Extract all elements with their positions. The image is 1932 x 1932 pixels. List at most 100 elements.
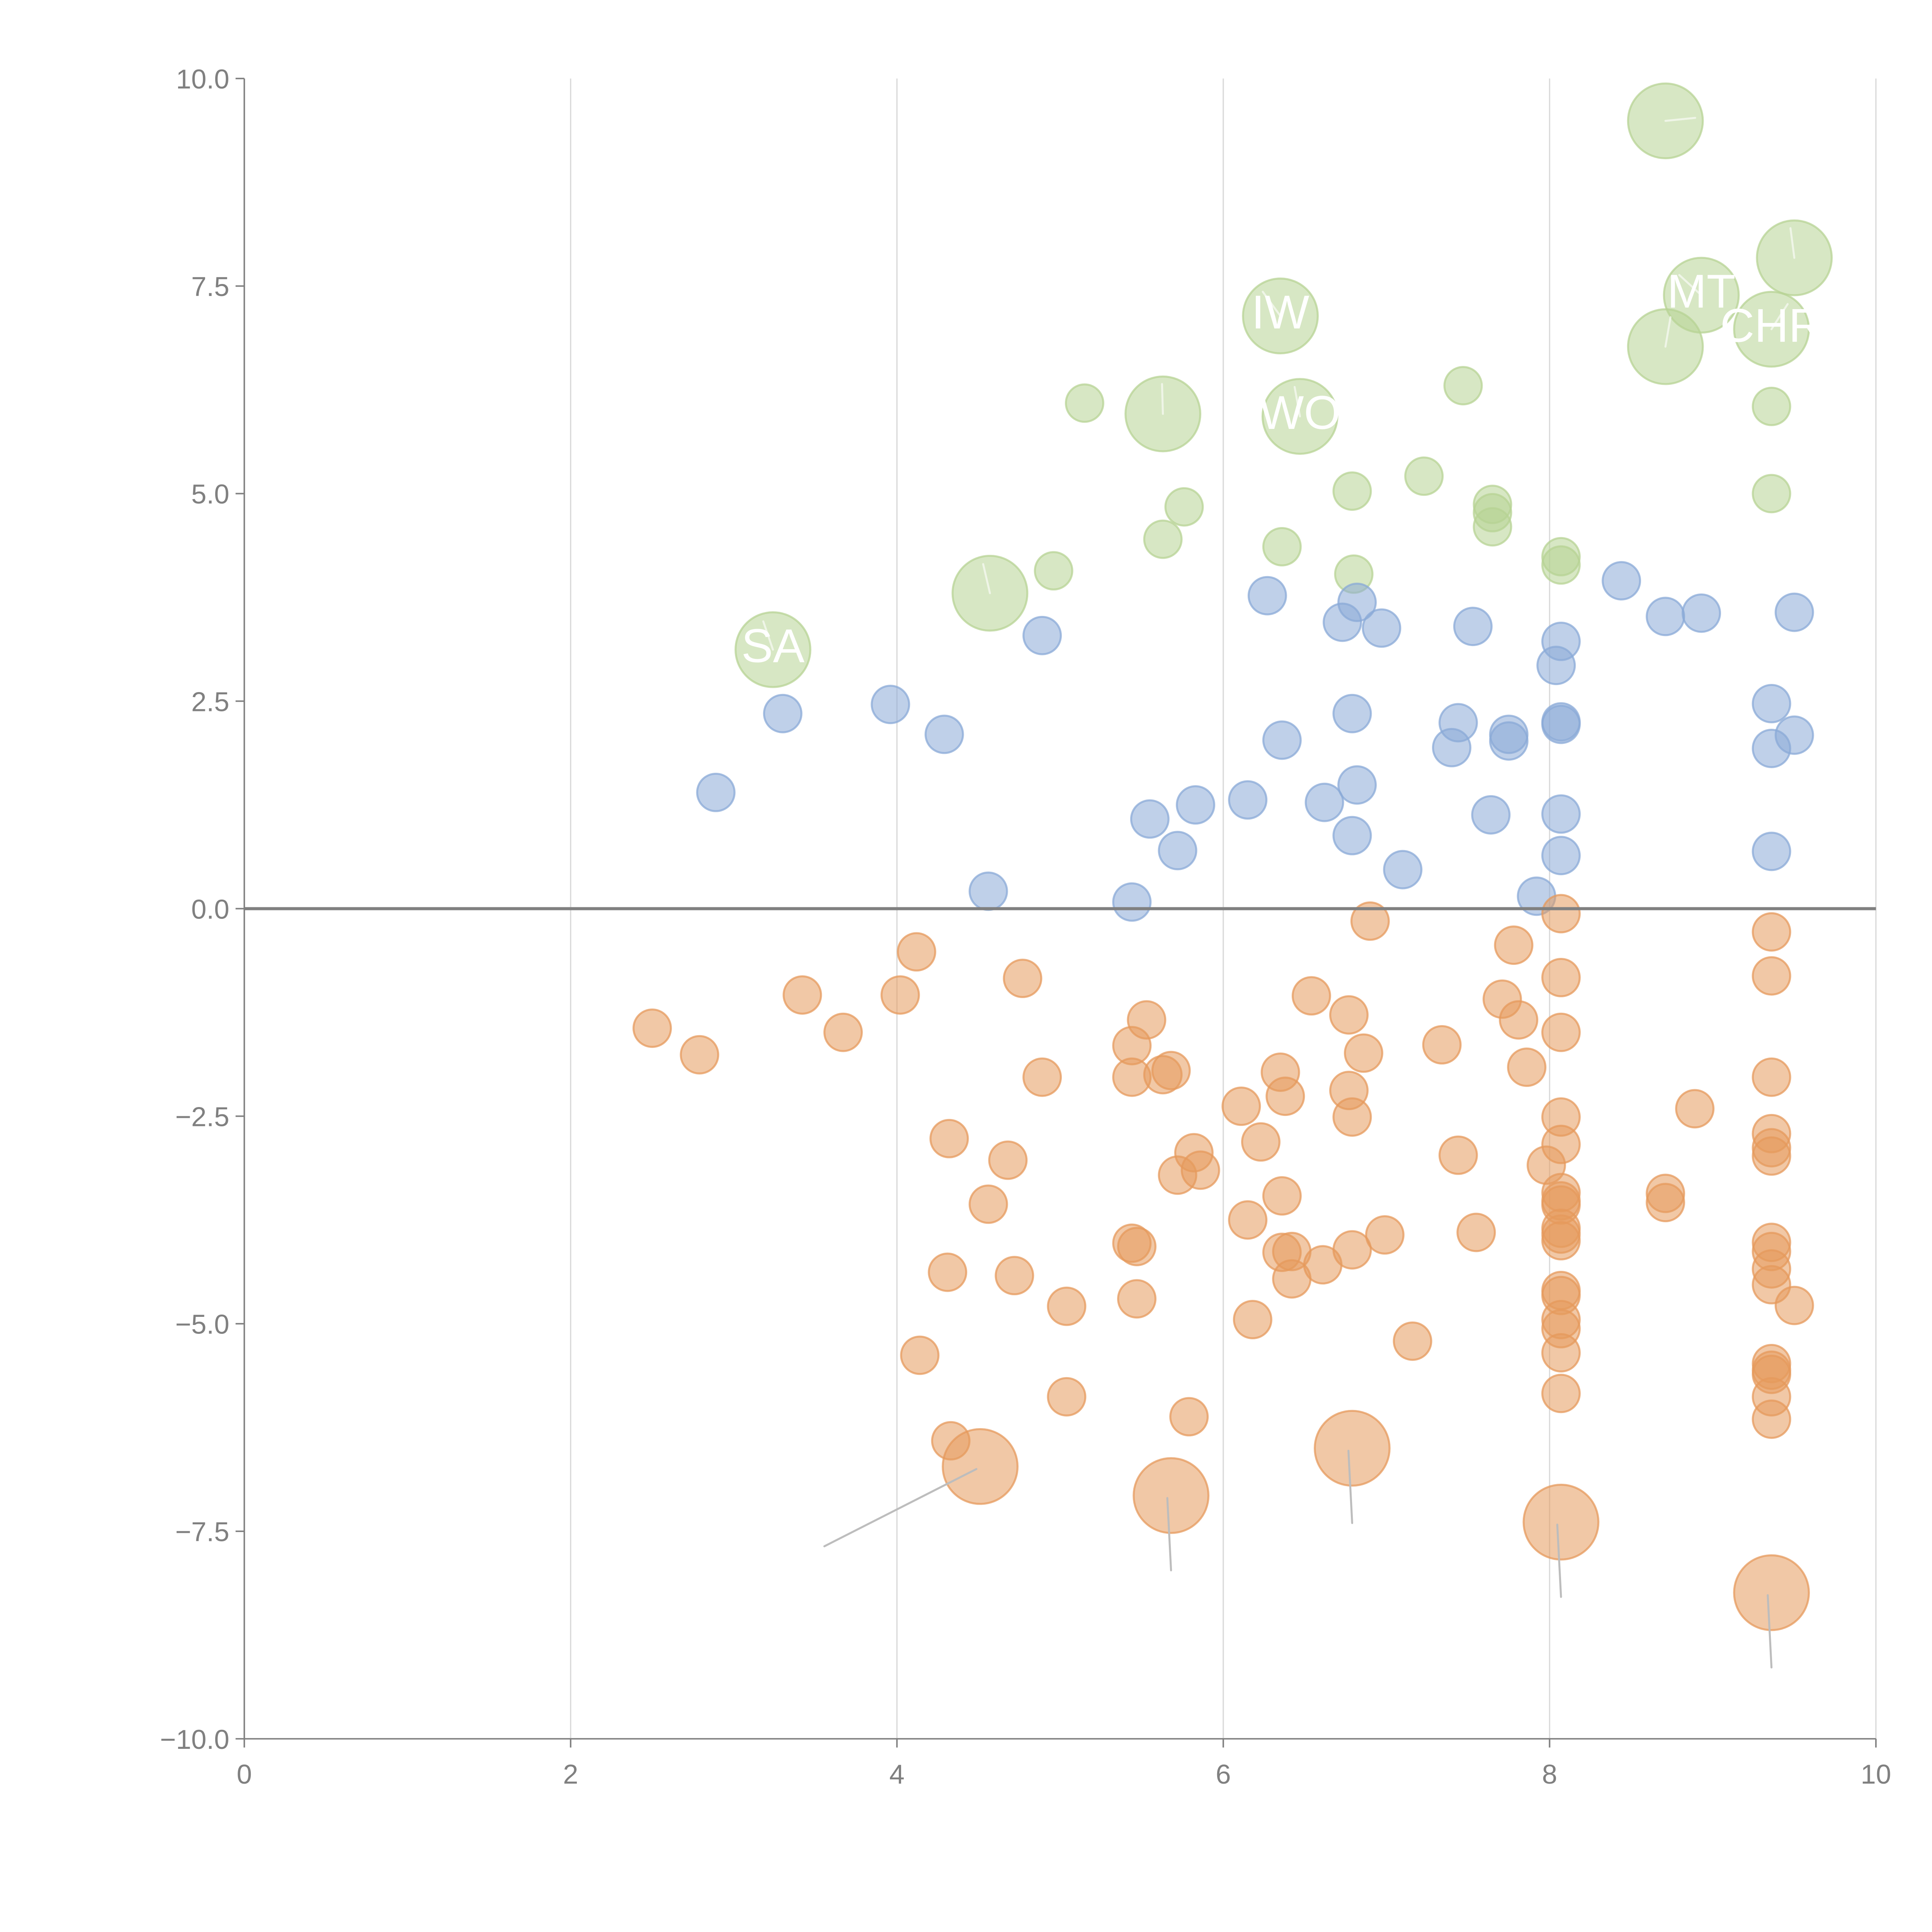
orange-data-point <box>1291 976 1331 1016</box>
orange-data-point <box>1541 957 1581 997</box>
orange-data-point <box>1675 1089 1715 1129</box>
point-label: IW <box>1252 286 1310 338</box>
orange-data-point <box>1507 1047 1547 1087</box>
blue-data-point <box>1362 608 1401 648</box>
blue-data-point <box>1541 836 1581 876</box>
orange-data-point <box>942 1428 1019 1505</box>
green-data-point <box>1752 474 1791 514</box>
blue-data-point <box>1646 597 1685 636</box>
y-tick-label: 5.0 <box>191 479 230 510</box>
blue-data-point <box>1602 561 1641 600</box>
orange-data-point <box>1262 1176 1302 1216</box>
orange-data-point <box>1314 1410 1391 1487</box>
blue-data-point <box>1247 576 1287 616</box>
orange-data-point <box>1438 1135 1478 1175</box>
leader-line <box>1262 291 1282 317</box>
orange-data-point <box>929 1119 969 1158</box>
blue-data-point <box>1332 816 1372 855</box>
leader-line <box>1347 1449 1353 1524</box>
y-tick-label: −10.0 <box>160 1725 230 1755</box>
green-data-point <box>1752 386 1791 426</box>
orange-data-point <box>782 975 822 1015</box>
orange-data-point <box>1541 894 1581 934</box>
orange-data-point <box>1228 1200 1268 1240</box>
blue-data-point <box>1262 720 1302 760</box>
green-data-point <box>1143 519 1183 559</box>
blue-data-point <box>1682 593 1721 633</box>
orange-data-point <box>823 1012 863 1052</box>
point-label: WO <box>1259 386 1341 439</box>
blue-data-point <box>1471 795 1511 835</box>
orange-data-point <box>1541 1333 1581 1372</box>
blue-data-point <box>1337 582 1377 622</box>
orange-data-point <box>1422 1025 1462 1065</box>
blue-data-point <box>1541 704 1581 744</box>
orange-data-point <box>1522 1483 1600 1561</box>
y-tick-label: −2.5 <box>175 1102 229 1133</box>
blue-data-point <box>1438 703 1478 743</box>
orange-data-point <box>1541 1221 1581 1260</box>
orange-data-point <box>632 1009 672 1048</box>
orange-data-point <box>1541 1374 1581 1413</box>
orange-data-point <box>900 1335 940 1375</box>
blue-data-point <box>1453 607 1493 646</box>
blue-data-point <box>1541 621 1581 661</box>
leader-line <box>823 1468 978 1548</box>
blue-data-point <box>1774 715 1814 755</box>
orange-data-point <box>1752 956 1791 996</box>
blue-data-point <box>1489 721 1529 761</box>
blue-data-point <box>1176 785 1215 825</box>
point-label: SA <box>742 619 805 672</box>
orange-data-point <box>968 1184 1008 1224</box>
orange-data-point <box>1393 1321 1432 1361</box>
green-data-point <box>1332 471 1372 511</box>
orange-data-point <box>1180 1150 1220 1190</box>
green-data-point <box>1034 551 1073 591</box>
leader-line <box>1293 386 1301 418</box>
leader-line <box>982 563 991 594</box>
y-tick-label: 0.0 <box>191 894 230 925</box>
y-tick-label: −5.0 <box>175 1310 229 1340</box>
orange-data-point <box>1233 1300 1272 1340</box>
orange-data-point <box>1047 1286 1087 1326</box>
blue-data-point <box>696 772 736 812</box>
orange-data-point <box>995 1256 1034 1296</box>
green-data-point <box>1164 487 1204 527</box>
green-data-point <box>1443 366 1483 406</box>
leader-line <box>762 620 774 651</box>
green-data-point <box>1262 527 1302 566</box>
orange-data-point <box>1541 1124 1581 1164</box>
leader-line <box>1664 316 1672 348</box>
orange-data-point <box>680 1035 719 1075</box>
orange-data-point <box>1151 1051 1191 1090</box>
leader-line <box>1161 383 1164 415</box>
orange-data-point <box>1117 1227 1156 1266</box>
y-tick-label: 10.0 <box>176 64 229 95</box>
x-tick-label: 10 <box>1861 1759 1891 1790</box>
green-data-point <box>1541 545 1581 585</box>
orange-data-point <box>1752 912 1791 952</box>
leader-line <box>1166 1497 1172 1571</box>
blue-data-point <box>1752 684 1791 723</box>
blue-data-point <box>1112 882 1152 922</box>
blue-data-point <box>968 871 1008 911</box>
blue-data-point <box>763 694 803 733</box>
orange-data-point <box>1344 1033 1383 1073</box>
orange-data-point <box>1332 1230 1372 1270</box>
blue-data-point <box>1774 592 1814 632</box>
orange-data-point <box>1752 1136 1791 1176</box>
blue-data-point <box>1130 799 1170 839</box>
orange-data-point <box>1456 1213 1496 1252</box>
orange-data-point <box>1127 1000 1167 1040</box>
green-data-point <box>1404 456 1444 496</box>
blue-data-point <box>1541 794 1581 834</box>
orange-data-point <box>1003 959 1043 998</box>
orange-data-point <box>1646 1183 1685 1223</box>
blue-data-point <box>1383 850 1423 889</box>
orange-data-point <box>1365 1215 1405 1255</box>
leader-line <box>1678 274 1702 296</box>
leader-line <box>1664 117 1696 122</box>
green-data-point <box>1065 383 1104 423</box>
